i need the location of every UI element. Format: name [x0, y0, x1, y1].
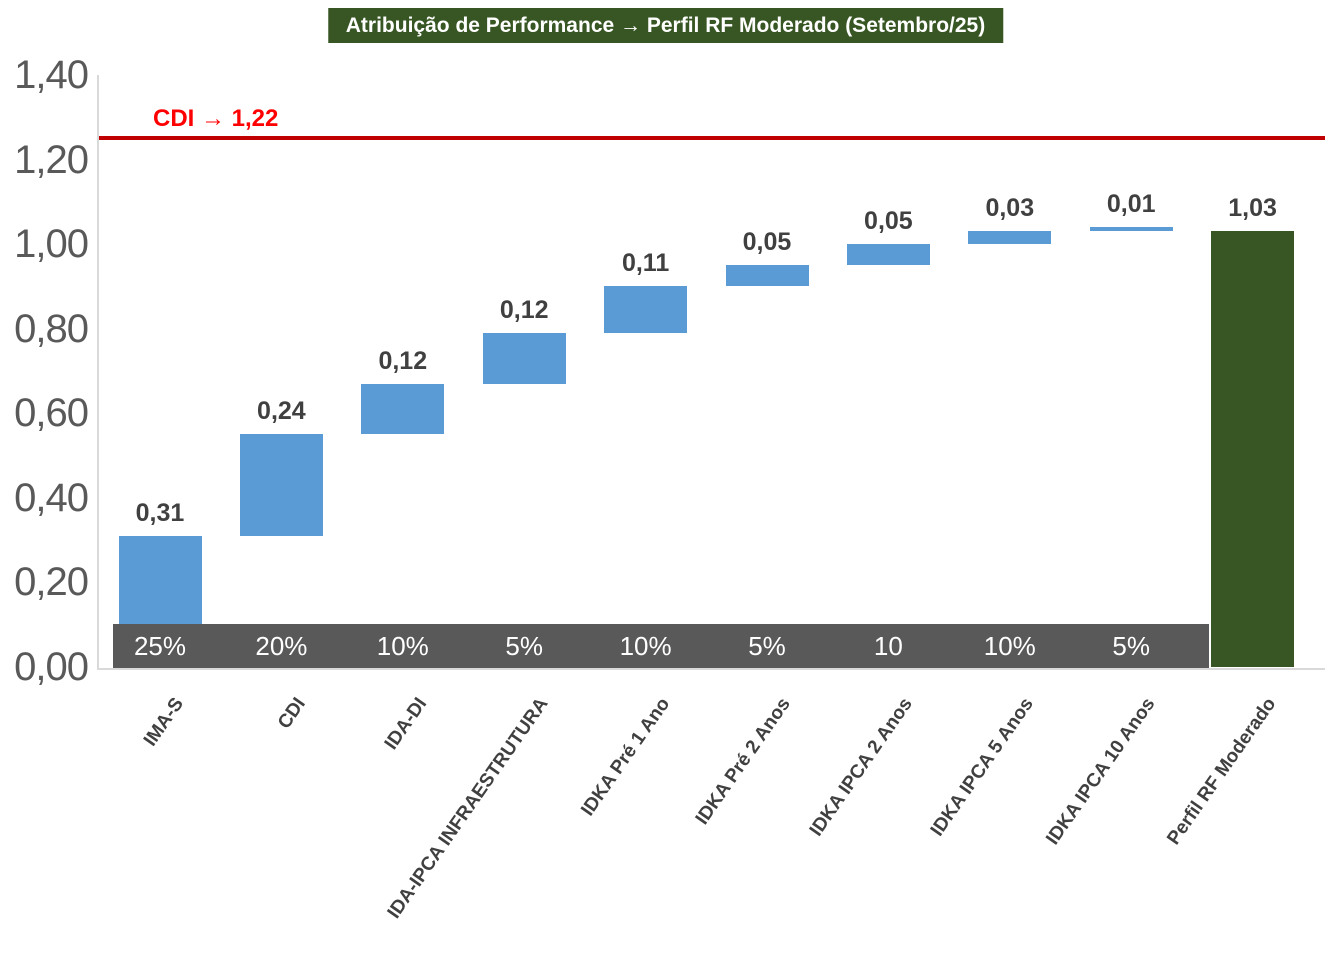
waterfall-bar — [725, 265, 809, 287]
weight-label: 25% — [133, 631, 187, 661]
x-axis-category-label: IMA-S — [140, 694, 189, 751]
chart-title: Atribuição de Performance → Perfil RF Mo… — [327, 8, 1004, 43]
waterfall-bar — [482, 332, 566, 384]
y-axis-tick-label: 1,00 — [14, 222, 89, 267]
y-axis-line — [97, 75, 99, 669]
y-axis-tick-label: 1,20 — [14, 137, 89, 182]
weight-label: 10% — [983, 631, 1036, 661]
x-axis-category-label: Perfil RF Moderado — [1163, 694, 1281, 849]
waterfall-bar — [361, 383, 445, 435]
waterfall-bar — [968, 231, 1052, 245]
y-axis-tick-label: 1,40 — [14, 53, 89, 97]
waterfall-bar — [604, 286, 688, 333]
weight-label: 10% — [376, 631, 429, 661]
waterfall-bar — [239, 434, 323, 536]
bar-value-label: 0,12 — [378, 346, 428, 375]
bar-value-label: 0,12 — [499, 295, 549, 324]
bar-value-label: 0,03 — [985, 194, 1035, 223]
bar-value-label: 0,05 — [864, 207, 913, 236]
x-axis-category-label: IDKA Pré 1 Ano — [576, 694, 674, 820]
bar-value-label: 0,24 — [257, 397, 306, 426]
x-axis-category-label: IDKA Pré 2 Anos — [692, 694, 796, 829]
x-axis-category-label: IDKA IPCA 5 Anos — [926, 694, 1039, 841]
total-bar — [1211, 231, 1295, 667]
y-axis-tick-label: 0,40 — [14, 475, 89, 520]
y-axis-tick-label: 0,60 — [14, 391, 89, 436]
weight-label: 20% — [255, 631, 308, 661]
cdi-reference-label: CDI → 1,22 — [153, 105, 279, 133]
x-axis-line — [97, 668, 1325, 670]
x-axis-category-label: IDA-DI — [380, 694, 432, 754]
weight-label: 5% — [505, 631, 543, 661]
bar-value-label: 1,03 — [1228, 194, 1277, 223]
weight-label: 5% — [748, 631, 786, 661]
y-axis-tick-label: 0,00 — [14, 645, 89, 689]
waterfall-bar — [846, 244, 930, 266]
weights-band — [113, 624, 1209, 668]
weight-label: 5% — [1112, 631, 1150, 661]
bar-value-label: 0,11 — [621, 249, 670, 278]
bar-value-label: 0,01 — [1106, 190, 1156, 219]
y-axis-tick-label: 0,20 — [14, 560, 89, 605]
bar-value-label: 0,31 — [135, 498, 185, 527]
cdi-reference-line — [99, 136, 1325, 141]
y-axis-tick-label: 0,80 — [14, 306, 89, 351]
weight-label: 10 — [873, 631, 903, 661]
x-axis-category-label: IDKA IPCA 2 Anos — [805, 694, 917, 841]
x-axis-category-label: IDKA IPCA 10 Anos — [1042, 694, 1160, 849]
bar-value-label: 0,05 — [742, 228, 792, 257]
waterfall-bar — [1089, 227, 1173, 232]
x-axis-category-label: CDI — [273, 694, 310, 733]
weight-label: 10% — [619, 631, 672, 661]
